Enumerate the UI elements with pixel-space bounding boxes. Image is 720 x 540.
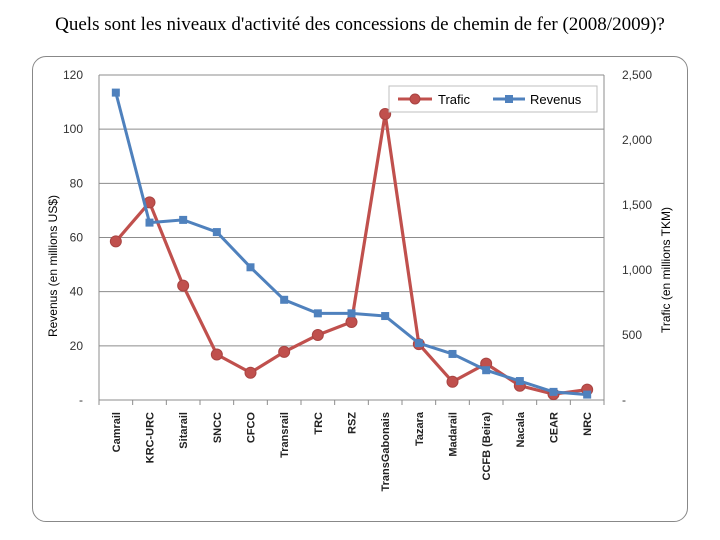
x-category-label: Transrail — [279, 412, 291, 458]
x-category-label: CEAR — [549, 412, 561, 443]
legend-trafic-marker — [409, 93, 421, 105]
series-line-revenus — [114, 92, 588, 397]
x-category-label: NRC — [582, 412, 594, 436]
data-point-revenus — [381, 312, 390, 321]
data-point-trafic — [446, 375, 459, 388]
x-category-label: Nacala — [515, 411, 527, 447]
legend: Trafic Revenus — [388, 85, 598, 113]
legend-trafic-label: Trafic — [438, 92, 471, 107]
y-left-tick-label: - — [79, 393, 83, 407]
y-left-tick-label: 60 — [70, 231, 84, 245]
chart-frame — [32, 56, 688, 522]
data-point-trafic — [244, 366, 257, 379]
data-point-revenus — [482, 366, 491, 375]
y-right-tick-label: 1,500 — [622, 198, 652, 212]
data-point-revenus — [246, 263, 255, 272]
left-axis: - 20 40 60 80 100 120 — [63, 68, 100, 407]
series-line-trafic — [114, 113, 588, 396]
y-left-tick-label: 40 — [70, 285, 84, 299]
y-right-tick-label: 1,000 — [622, 263, 652, 277]
x-category-label: Tazara — [414, 411, 426, 446]
x-category-label: TransGabonais — [380, 412, 392, 491]
data-point-revenus — [347, 309, 356, 318]
data-point-revenus — [448, 349, 457, 358]
x-category-label: TRC — [313, 412, 325, 435]
data-point-trafic — [379, 108, 392, 120]
y-left-tick-label: 100 — [63, 122, 83, 136]
data-point-revenus — [583, 390, 592, 399]
data-point-revenus — [414, 339, 423, 348]
data-point-trafic — [177, 279, 190, 292]
x-category-label: KRC-URC — [145, 412, 157, 463]
legend-revenus-label: Revenus — [530, 92, 582, 107]
data-point-revenus — [145, 218, 154, 227]
data-point-revenus — [111, 88, 120, 97]
x-category-label: Sitarail — [178, 412, 190, 449]
data-point-revenus — [549, 387, 558, 396]
y-right-tick-label: 500 — [622, 328, 642, 342]
data-point-revenus — [179, 215, 188, 224]
data-point-revenus — [515, 377, 524, 386]
slide-title: Quels sont les niveaux d'activité des co… — [55, 14, 665, 35]
x-category-label: CFCO — [246, 412, 258, 444]
y-axis-left-title: Revenus (en millions US$) — [46, 195, 60, 337]
x-category-label: SNCC — [212, 412, 224, 443]
legend-revenus-marker — [505, 95, 513, 103]
data-point-trafic — [311, 329, 324, 341]
x-category-label: Madarail — [448, 412, 460, 457]
data-point-trafic — [109, 235, 122, 248]
data-point-revenus — [313, 309, 322, 318]
y-right-tick-label: 2,500 — [622, 68, 652, 82]
data-point-revenus — [280, 295, 289, 304]
data-point-revenus — [212, 228, 221, 237]
y-left-tick-label: 120 — [63, 68, 83, 82]
y-right-tick-label: - — [622, 393, 626, 407]
series — [109, 88, 594, 401]
y-left-tick-label: 80 — [70, 176, 84, 190]
right-axis: - 500 1,000 1,500 2,000 2,500 — [603, 68, 652, 407]
gridlines — [99, 74, 604, 401]
y-left-tick-label: 20 — [70, 339, 84, 353]
y-right-tick-label: 2,000 — [622, 133, 652, 147]
x-category-label: CCFB (Beira) — [481, 412, 493, 481]
data-point-trafic — [278, 345, 291, 358]
data-point-trafic — [210, 348, 223, 361]
data-point-trafic — [345, 316, 358, 328]
x-category-label: RSZ — [347, 412, 359, 434]
x-axis-labels: Camrail KRC-URC Sitarail SNCC CFCO Transrail T… — [98, 399, 605, 491]
x-category-label: Camrail — [111, 412, 123, 452]
y-axis-right-title: Trafic (en millions TKM) — [659, 207, 673, 333]
